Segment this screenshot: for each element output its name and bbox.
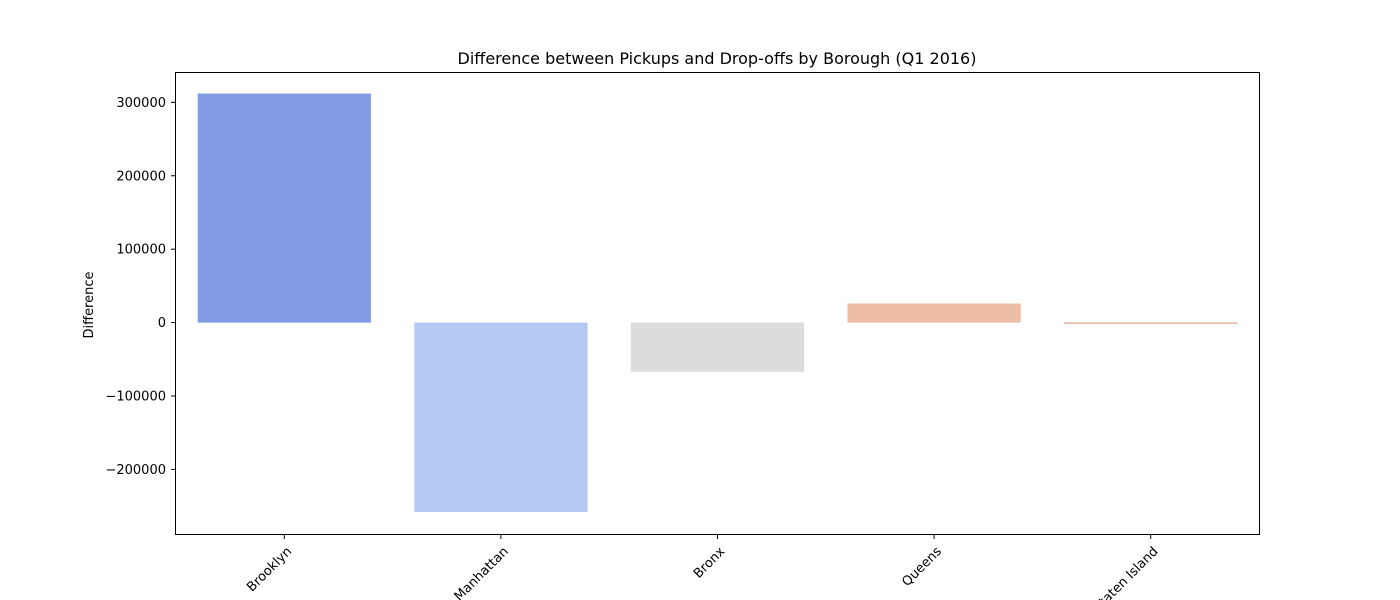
bar-bronx xyxy=(630,322,805,372)
chart-title: Difference between Pickups and Drop-offs… xyxy=(458,49,977,68)
bar-brooklyn xyxy=(197,93,371,323)
bars-group xyxy=(197,93,1238,512)
x-tick-label: Manhattan xyxy=(452,544,512,600)
x-tick-label: Brooklyn xyxy=(244,544,295,595)
x-tick-label: Bronx xyxy=(691,544,729,582)
y-tick-label: 300000 xyxy=(116,96,166,111)
y-tick-label: 100000 xyxy=(116,243,166,258)
y-axis-ticks: 300000 200000 100000 0 −100000 −200000 xyxy=(105,96,176,478)
x-tick-label: Queens xyxy=(899,544,945,590)
bar-queens xyxy=(847,303,1021,323)
x-tick-label: Staten Island xyxy=(1090,544,1161,600)
bar-manhattan xyxy=(414,322,588,512)
plot-frame xyxy=(175,72,1260,535)
y-tick-label: −100000 xyxy=(105,389,166,404)
x-axis-ticks: Brooklyn Manhattan Bronx Queens Staten Islan… xyxy=(244,534,1162,600)
y-tick-label: 0 xyxy=(158,316,166,331)
y-tick-label: 200000 xyxy=(116,169,166,184)
bar-staten-island xyxy=(1064,322,1238,324)
y-tick-label: −200000 xyxy=(105,463,166,478)
y-axis-label: Difference xyxy=(82,271,97,338)
